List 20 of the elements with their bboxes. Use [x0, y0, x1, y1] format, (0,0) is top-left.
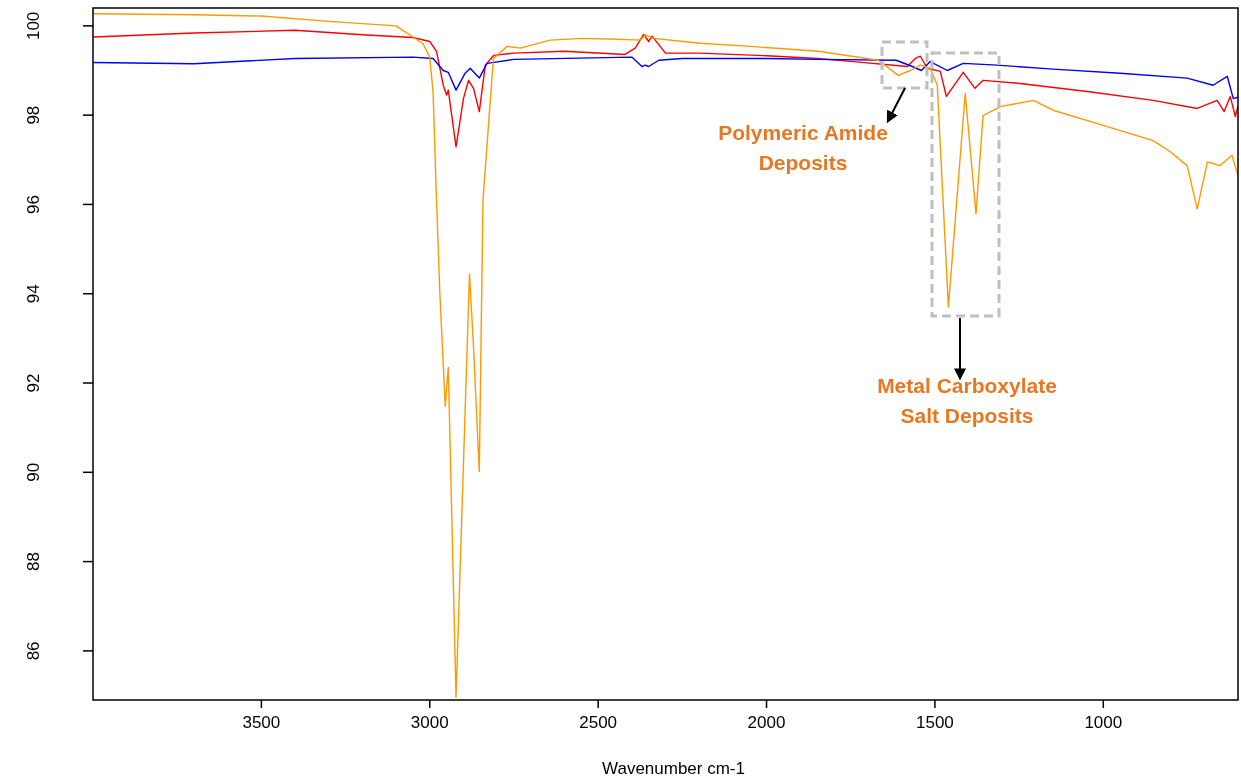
x-tick-label: 3000 [410, 713, 449, 732]
annotation: Metal Carboxylate Salt Deposits [877, 374, 1057, 427]
line-series [93, 29, 1238, 148]
x-axis-title: Wavenumber cm-1 [602, 759, 745, 778]
y-tick-label: 100 [23, 11, 43, 41]
x-tick-label: 1000 [1084, 713, 1123, 732]
annotation: Polymeric Amide Deposits [718, 121, 888, 174]
x-tick-label: 3500 [242, 713, 281, 732]
line-series [93, 56, 1238, 100]
y-tick-label: 90 [23, 462, 43, 482]
line-series [93, 13, 1238, 699]
y-tick-label: 96 [23, 194, 43, 214]
x-tick-label: 1500 [916, 713, 954, 732]
x-tick-label: 2000 [747, 713, 786, 732]
y-tick-label: 92 [23, 373, 43, 393]
y-tick-label: 88 [23, 552, 43, 572]
x-tick-label: 2500 [579, 713, 618, 732]
y-tick-label: 94 [23, 284, 43, 304]
y-tick-label: 98 [23, 105, 43, 125]
y-tick-label: 86 [23, 641, 43, 661]
